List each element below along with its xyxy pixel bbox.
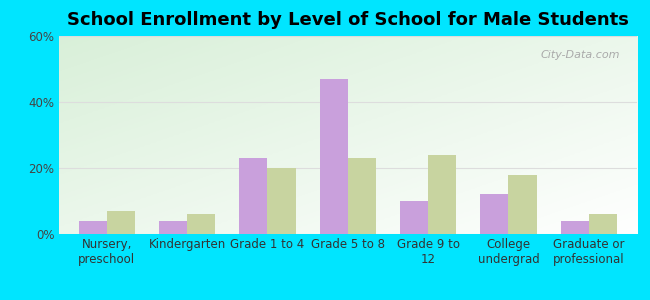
Bar: [480, 194, 508, 234]
Bar: [187, 214, 215, 234]
Bar: [400, 201, 428, 234]
Bar: [428, 155, 456, 234]
Bar: [320, 79, 348, 234]
Bar: [239, 158, 267, 234]
Bar: [159, 221, 187, 234]
Bar: [561, 221, 589, 234]
Bar: [107, 211, 135, 234]
Bar: [79, 221, 107, 234]
Bar: [267, 168, 296, 234]
Bar: [589, 214, 617, 234]
Bar: [508, 175, 536, 234]
Title: School Enrollment by Level of School for Male Students: School Enrollment by Level of School for…: [67, 11, 629, 29]
Bar: [348, 158, 376, 234]
Text: City-Data.com: City-Data.com: [540, 50, 619, 60]
